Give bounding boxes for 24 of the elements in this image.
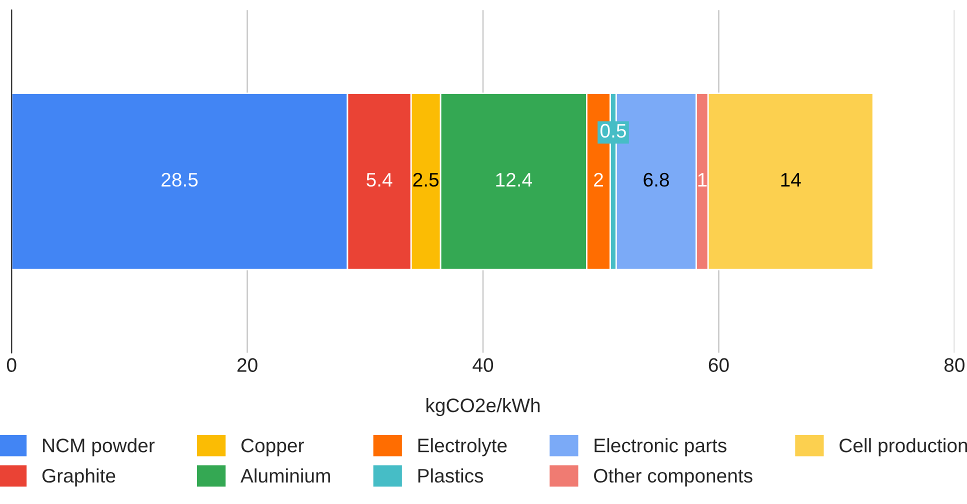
x-tick-label: 0 xyxy=(6,358,16,372)
x-tick-label: 20 xyxy=(237,358,258,372)
data-label: 14 xyxy=(781,173,801,186)
data-label: 12.4 xyxy=(496,172,532,186)
data-label: 0.5 xyxy=(600,124,626,138)
legend-label: Graphite xyxy=(42,468,116,486)
legend-label: Other components xyxy=(594,468,752,486)
legend-label: Electrolyte xyxy=(418,438,507,456)
x-tick-label: 40 xyxy=(472,358,494,372)
legend-label: Cell production xyxy=(840,438,967,456)
x-tick-label: 60 xyxy=(708,358,729,372)
data-label: 5.4 xyxy=(366,173,392,187)
legend-label: Plastics xyxy=(418,468,484,483)
legend-label: Electronic parts xyxy=(594,438,726,456)
legend-label: Copper xyxy=(241,438,304,456)
data-label: 6.8 xyxy=(644,172,669,187)
legend-label: NCM powder xyxy=(43,438,155,456)
x-axis-title: kgCO2e/kWh xyxy=(426,398,540,416)
data-label: 2 xyxy=(594,172,603,186)
data-label: 2.5 xyxy=(413,172,439,187)
legend-label: Aluminium xyxy=(240,468,330,483)
data-label: 1 xyxy=(698,173,707,186)
data-label: 28.5 xyxy=(162,172,198,187)
x-tick-label: 80 xyxy=(944,358,964,372)
